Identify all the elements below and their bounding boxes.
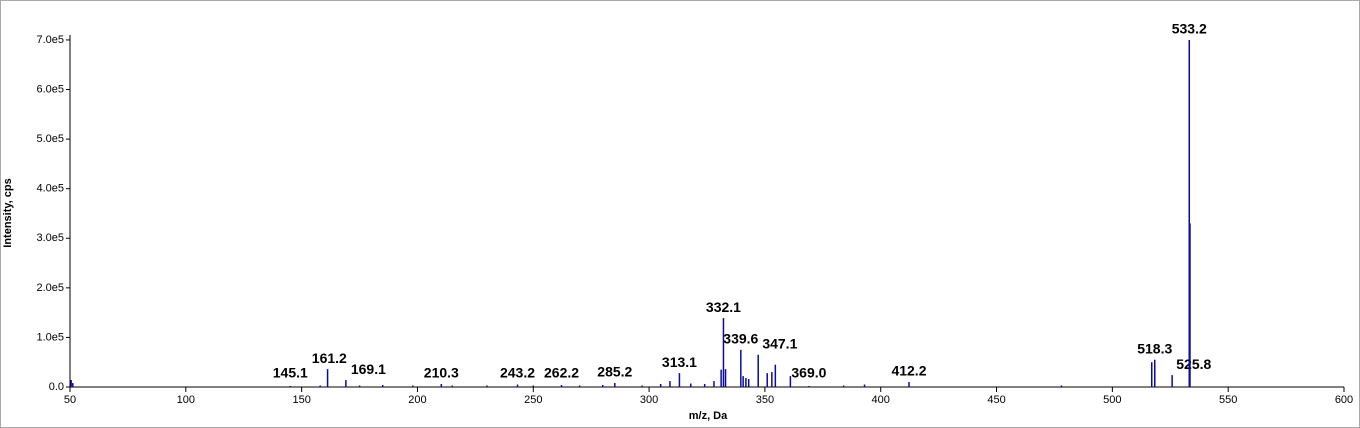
x-tick-label: 550 (1219, 394, 1237, 406)
x-tick-label: 100 (177, 394, 195, 406)
y-tick-label: 4.0e5 (36, 183, 64, 195)
y-tick-label: 1.0e5 (36, 331, 64, 343)
peak-label: 332.1 (706, 299, 741, 315)
x-tick-label: 500 (1103, 394, 1121, 406)
y-tick-label: 0.0 (49, 381, 64, 393)
peak-label: 525.8 (1176, 356, 1211, 372)
y-tick-label: 2.0e5 (36, 282, 64, 294)
peak-label: 533.2 (1172, 21, 1207, 37)
y-axis-title: Intensity, cps (2, 178, 14, 247)
x-tick-label: 400 (872, 394, 890, 406)
peak-label: 347.1 (762, 335, 797, 351)
peak-label: 210.3 (424, 365, 459, 381)
peak-label: 369.0 (791, 365, 826, 381)
peak-label: 169.1 (351, 361, 386, 377)
peak-label: 285.2 (597, 364, 632, 380)
peak-label: 145.1 (273, 365, 308, 381)
peak-label: 339.6 (723, 331, 758, 347)
peak-label: 243.2 (500, 365, 535, 381)
y-tick-label: 6.0e5 (36, 83, 64, 95)
x-tick-label: 450 (987, 394, 1005, 406)
peak-label: 313.1 (662, 354, 697, 370)
x-tick-label: 250 (524, 394, 542, 406)
y-tick-label: 7.0e5 (36, 34, 64, 46)
x-tick-label: 150 (292, 394, 310, 406)
peak-label: 518.3 (1137, 340, 1172, 356)
peak-label: 412.2 (891, 363, 926, 379)
y-tick-label: 5.0e5 (36, 133, 64, 145)
x-tick-label: 300 (640, 394, 658, 406)
x-tick-label: 50 (64, 394, 76, 406)
y-tick-label: 3.0e5 (36, 232, 64, 244)
x-tick-label: 200 (408, 394, 426, 406)
x-tick-label: 350 (756, 394, 774, 406)
peak-label: 161.2 (312, 350, 347, 366)
x-axis-title: m/z, Da (689, 410, 728, 422)
x-tick-label: 600 (1335, 394, 1353, 406)
peak-label: 262.2 (544, 365, 579, 381)
